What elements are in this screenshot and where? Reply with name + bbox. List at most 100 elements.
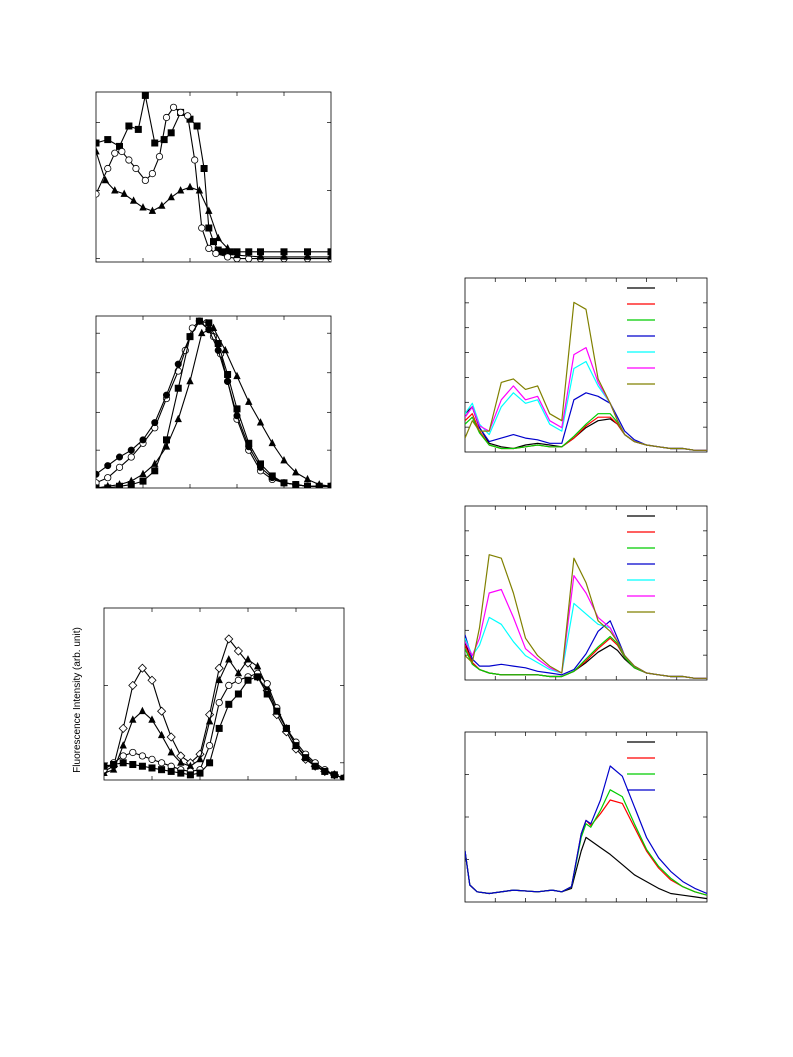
series-line-2 bbox=[96, 320, 331, 487]
series-line-6 bbox=[465, 347, 707, 451]
data-point-circle-open bbox=[155, 153, 164, 161]
data-point-triangle bbox=[96, 483, 99, 488]
data-point-triangle bbox=[205, 717, 214, 725]
data-point-square bbox=[303, 482, 311, 488]
data-point-circle bbox=[104, 462, 112, 470]
data-point-triangle bbox=[303, 474, 312, 483]
data-point-square bbox=[160, 136, 168, 144]
series-line-4 bbox=[96, 327, 331, 488]
data-point-square bbox=[125, 122, 133, 130]
data-point-circle-open bbox=[132, 164, 140, 173]
series-line-3 bbox=[465, 635, 707, 679]
data-point-circle-open bbox=[234, 676, 242, 684]
plot-frame bbox=[464, 731, 708, 903]
data-point-triangle bbox=[256, 252, 265, 260]
data-point-square bbox=[151, 467, 159, 475]
series-line-1 bbox=[96, 94, 331, 253]
data-point-circle-open bbox=[205, 244, 213, 252]
series-group bbox=[96, 92, 331, 262]
data-point-triangle bbox=[205, 206, 213, 214]
data-point-triangle bbox=[129, 196, 138, 204]
data-point-square bbox=[340, 774, 344, 780]
data-point-triangle bbox=[151, 459, 159, 467]
data-point-triangle bbox=[214, 233, 222, 242]
data-point-diamond-open bbox=[157, 706, 167, 716]
data-point-triangle bbox=[177, 758, 185, 766]
data-point-square bbox=[148, 764, 156, 772]
data-point-circle-open bbox=[215, 698, 223, 707]
data-point-square bbox=[256, 460, 264, 468]
data-point-circle-open bbox=[158, 759, 166, 767]
data-point-square bbox=[174, 384, 182, 392]
data-point-circle bbox=[127, 446, 135, 454]
data-point-circle-open bbox=[148, 170, 156, 178]
data-point-circle-open bbox=[118, 147, 126, 156]
chart-bottom-left bbox=[103, 607, 345, 781]
chart-top-right bbox=[464, 277, 708, 453]
data-point-square bbox=[119, 759, 127, 767]
data-point-circle-open bbox=[184, 112, 192, 120]
data-point-square bbox=[104, 762, 108, 770]
data-point-triangle bbox=[138, 706, 147, 715]
data-point-triangle bbox=[176, 186, 185, 194]
series-group bbox=[96, 317, 331, 488]
chart-top-left bbox=[95, 91, 332, 263]
data-point-circle-open bbox=[115, 463, 124, 471]
data-point-triangle bbox=[253, 662, 262, 670]
data-point-circle-open bbox=[162, 113, 171, 122]
series-line-3 bbox=[96, 320, 331, 488]
data-point-square bbox=[245, 439, 253, 447]
data-point-triangle bbox=[120, 189, 128, 197]
data-point-square bbox=[282, 724, 290, 732]
data-point-square bbox=[292, 481, 300, 488]
data-point-circle-open bbox=[206, 741, 214, 750]
data-point-circle-open bbox=[225, 681, 233, 690]
data-point-circle bbox=[96, 470, 100, 478]
data-point-circle-open bbox=[129, 748, 137, 757]
data-point-circle-open bbox=[169, 103, 178, 111]
series-group bbox=[465, 554, 707, 679]
series-line-3 bbox=[465, 413, 707, 451]
data-point-square bbox=[224, 370, 232, 378]
data-point-circle bbox=[139, 436, 147, 444]
data-point-square bbox=[254, 673, 262, 681]
series-line-1 bbox=[465, 406, 707, 451]
data-point-diamond-open bbox=[166, 732, 176, 742]
data-point-square bbox=[280, 479, 288, 487]
data-point-circle-open bbox=[138, 752, 146, 760]
plot-frame bbox=[95, 315, 332, 489]
data-point-triangle bbox=[234, 668, 243, 677]
data-point-diamond-open bbox=[233, 646, 243, 656]
series-line-2 bbox=[96, 106, 331, 260]
data-point-triangle bbox=[174, 414, 182, 423]
data-point-triangle bbox=[244, 655, 252, 663]
data-point-triangle bbox=[186, 376, 194, 385]
y-axis-label-left: Fluorescence Intensity (arb. unit) bbox=[72, 627, 83, 773]
data-point-circle-open bbox=[212, 249, 220, 258]
data-point-square bbox=[177, 769, 185, 777]
data-point-triangle bbox=[158, 201, 166, 209]
data-point-triangle bbox=[256, 418, 265, 426]
data-point-square bbox=[292, 742, 300, 750]
data-point-triangle bbox=[109, 765, 118, 773]
series-group bbox=[465, 765, 707, 900]
data-point-triangle bbox=[148, 715, 156, 723]
series-line-2 bbox=[465, 413, 707, 451]
data-point-circle-open bbox=[96, 190, 100, 198]
data-point-circle-open bbox=[224, 253, 232, 261]
data-point-circle-open bbox=[245, 255, 253, 262]
data-point-square bbox=[195, 317, 203, 325]
data-point-triangle bbox=[223, 243, 232, 252]
data-point-triangle bbox=[327, 252, 331, 260]
data-point-triangle bbox=[127, 476, 135, 485]
data-point-diamond-open bbox=[214, 663, 224, 673]
data-point-circle-open bbox=[111, 149, 119, 157]
data-point-triangle bbox=[280, 252, 288, 260]
data-point-circle-open bbox=[127, 453, 135, 461]
data-point-circle bbox=[163, 391, 171, 399]
data-point-square bbox=[186, 333, 194, 341]
data-point-triangle bbox=[139, 203, 147, 211]
data-point-square bbox=[151, 139, 159, 147]
data-point-square bbox=[110, 761, 118, 769]
